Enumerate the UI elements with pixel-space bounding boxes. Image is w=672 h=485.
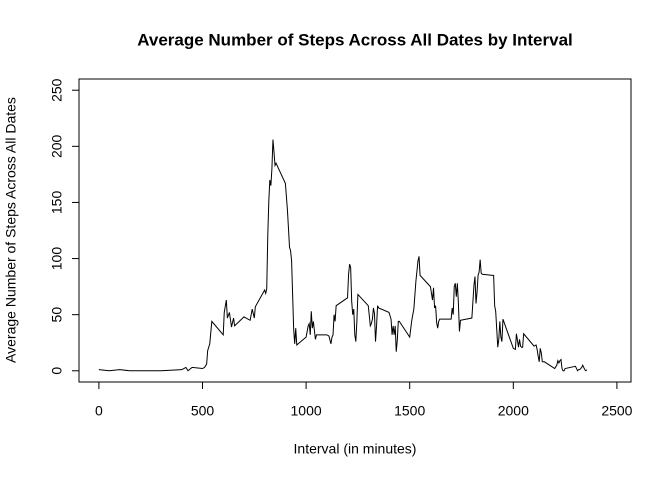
- x-tick-label: 1500: [394, 403, 425, 419]
- x-tick-label: 2000: [498, 403, 529, 419]
- data-line: [98, 139, 588, 372]
- y-tick-label: 100: [49, 247, 65, 271]
- y-tick-label: 0: [49, 367, 65, 375]
- x-tick-label: 2500: [601, 403, 632, 419]
- y-tick-label: 50: [49, 307, 65, 323]
- chart-title: Average Number of Steps Across All Dates…: [137, 30, 573, 49]
- x-tick-label: 0: [95, 403, 103, 419]
- x-tick-label: 1000: [291, 403, 322, 419]
- x-axis-label: Interval (in minutes): [294, 441, 417, 457]
- y-axis-label: Average Number of Steps Across All Dates: [3, 97, 19, 363]
- y-tick-label: 250: [49, 78, 65, 102]
- y-tick-label: 150: [49, 191, 65, 215]
- y-tick-label: 200: [49, 134, 65, 158]
- x-tick-label: 500: [191, 403, 215, 419]
